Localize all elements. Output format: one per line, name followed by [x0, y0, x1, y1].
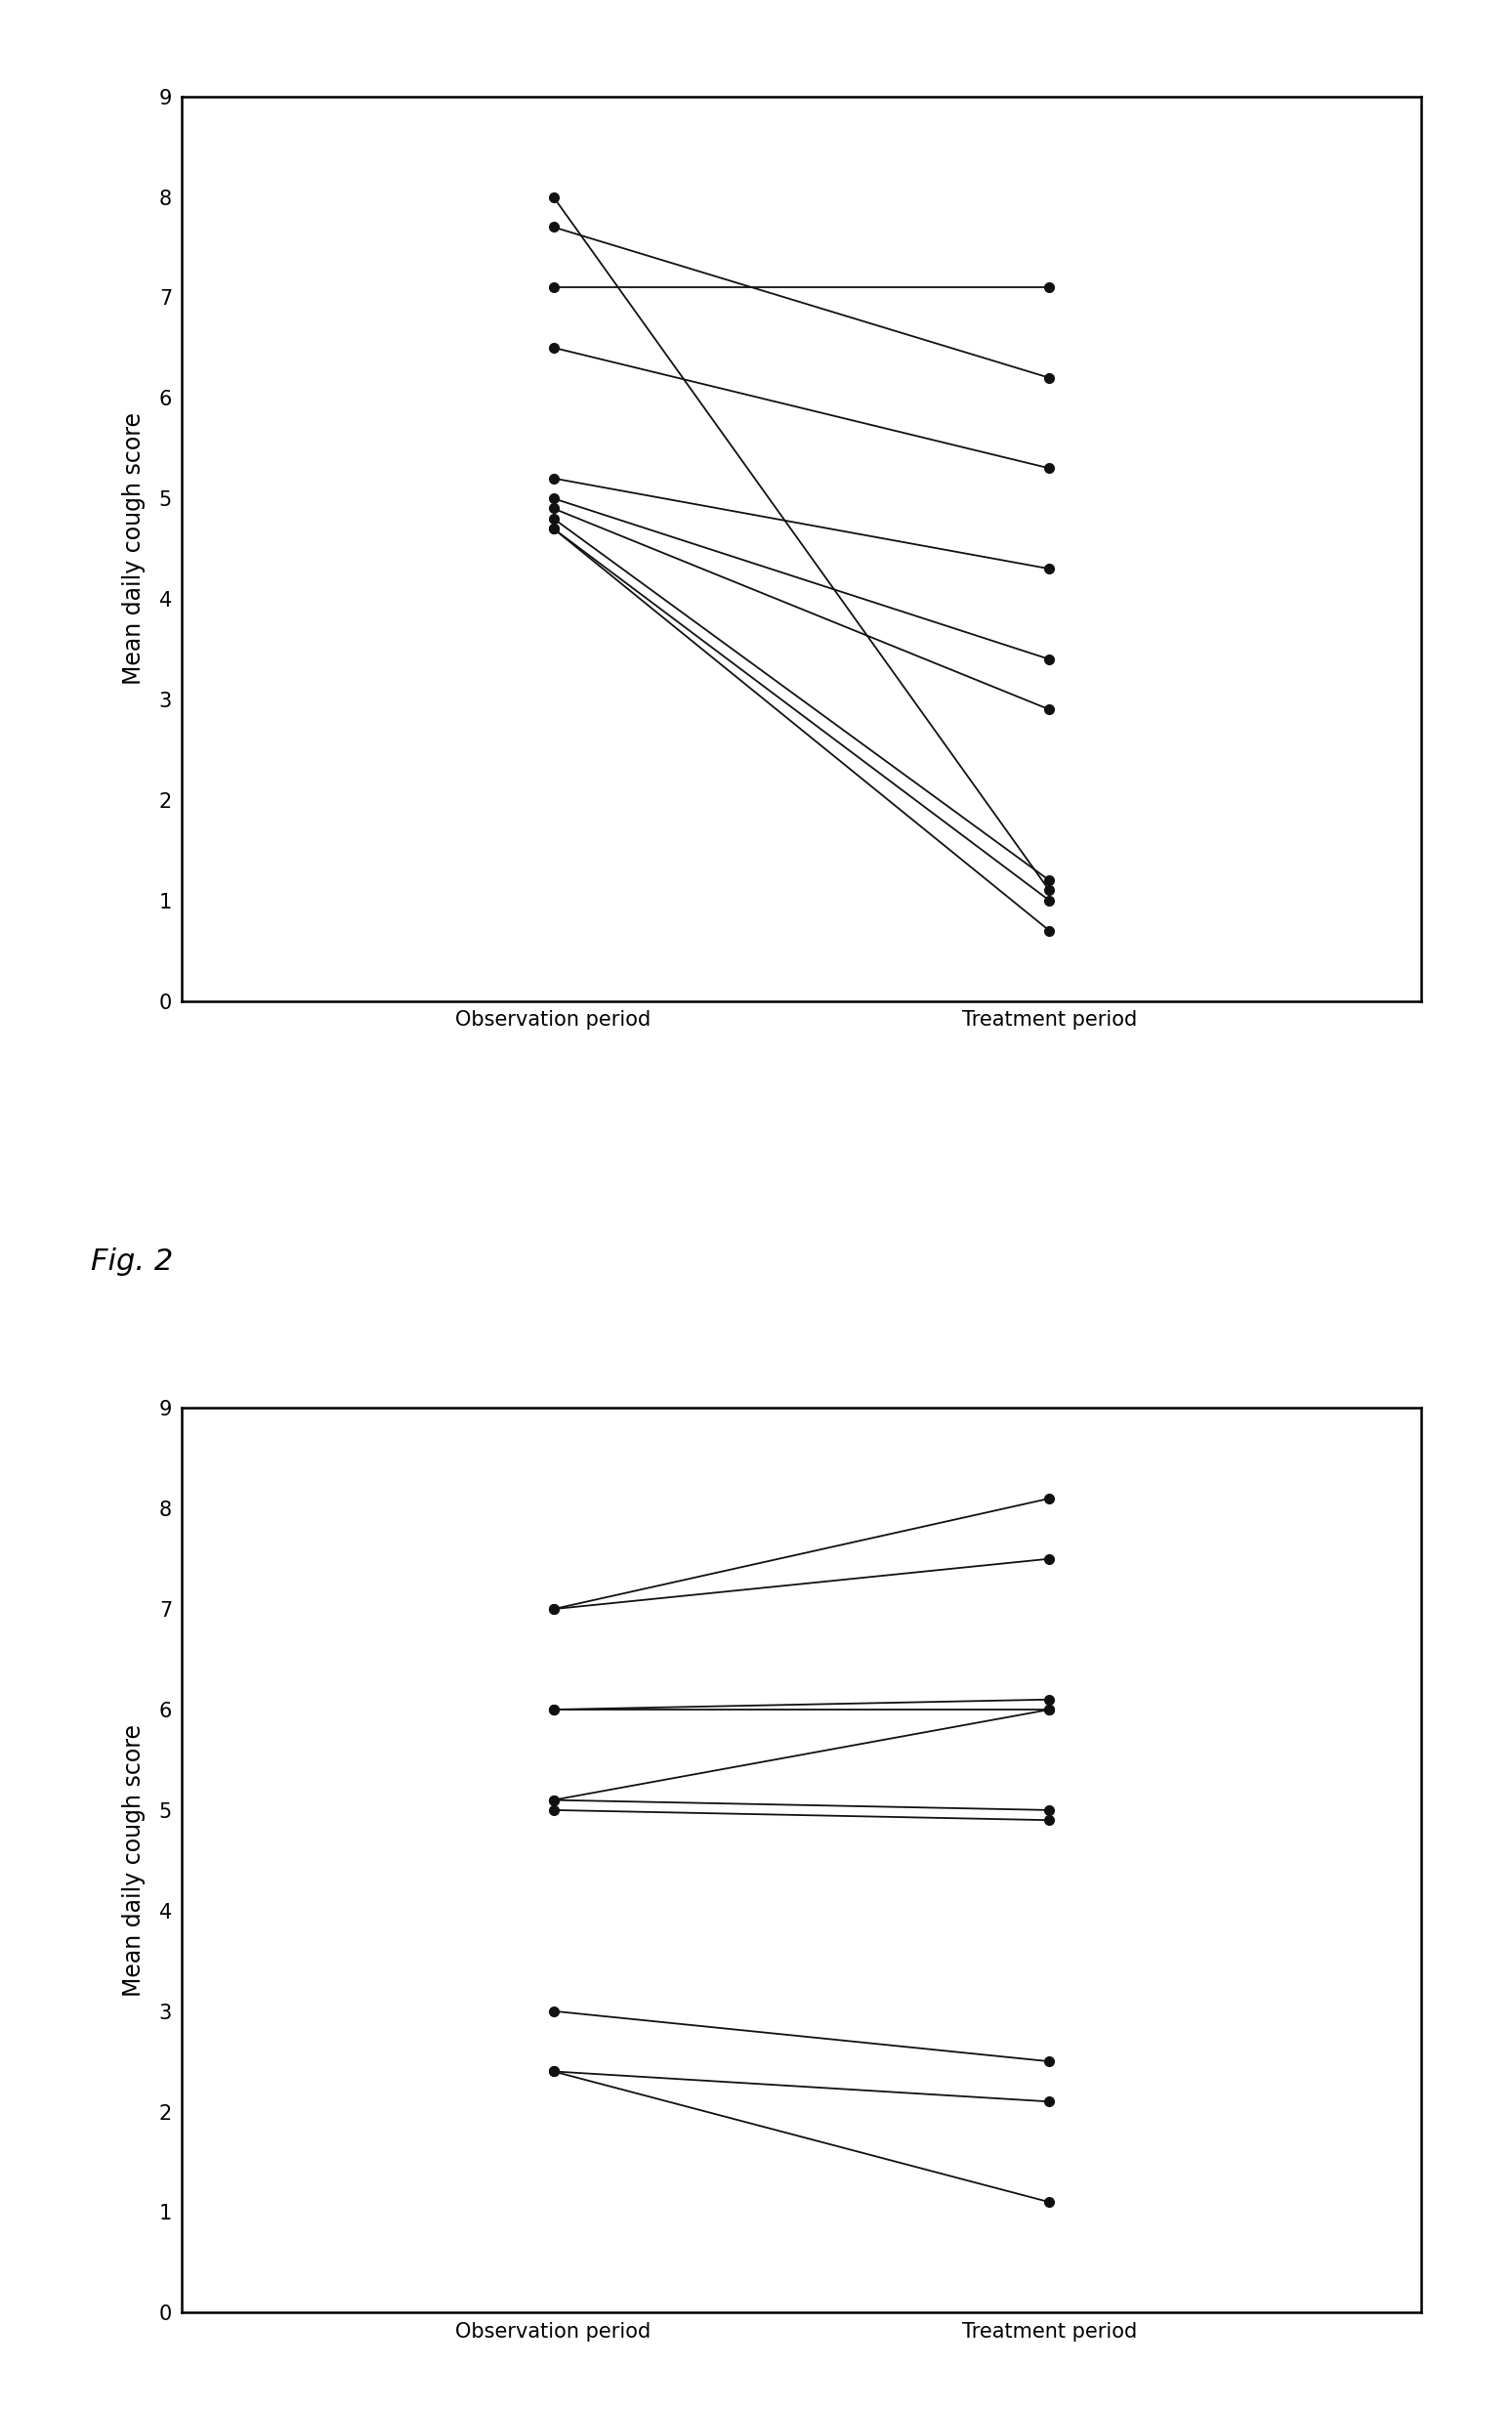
Text: Fig. 2: Fig. 2: [91, 1248, 172, 1274]
Y-axis label: Mean daily cough score: Mean daily cough score: [122, 1725, 145, 1997]
Y-axis label: Mean daily cough score: Mean daily cough score: [122, 412, 145, 684]
